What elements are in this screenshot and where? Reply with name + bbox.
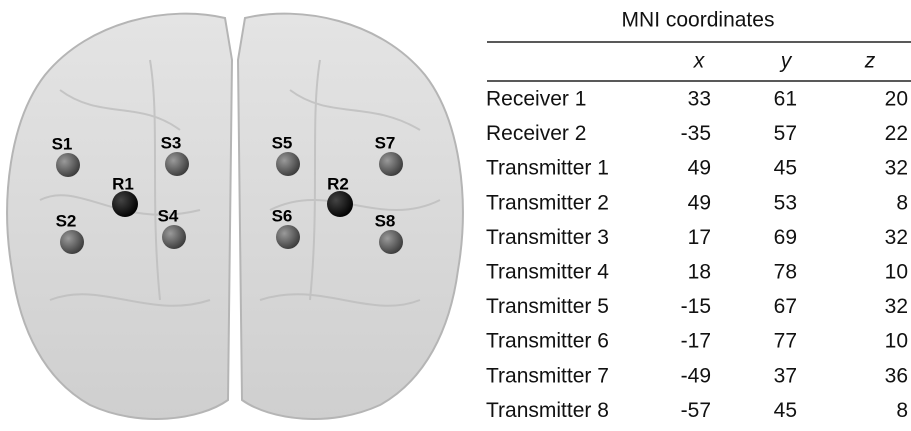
sensor <box>165 152 189 176</box>
sensor <box>379 230 403 254</box>
electrode-label: S7 <box>375 133 396 152</box>
cell: 77 <box>774 330 797 353</box>
column-header: z <box>864 50 876 73</box>
cell: 32 <box>885 157 908 180</box>
cell: 37 <box>774 364 797 387</box>
electrode-label: S2 <box>56 211 77 230</box>
cell: 45 <box>774 157 797 180</box>
cell: -17 <box>681 330 711 353</box>
cell: 78 <box>774 261 797 284</box>
electrode-label: R2 <box>327 174 349 193</box>
electrode-label: S4 <box>158 206 179 225</box>
cell: 18 <box>688 261 711 284</box>
cell: 10 <box>885 330 908 353</box>
electrode-label: S8 <box>375 211 396 230</box>
cell: 67 <box>774 295 797 318</box>
cell: 22 <box>885 122 908 145</box>
cell: 20 <box>885 88 908 111</box>
right-hemisphere <box>236 12 464 420</box>
column-header: x <box>693 50 706 73</box>
sensor <box>276 152 300 176</box>
cell: -15 <box>681 295 711 318</box>
column-header: y <box>779 50 793 73</box>
row-label: Receiver 1 <box>486 88 586 111</box>
row-label: Transmitter 7 <box>486 364 609 387</box>
cell: 10 <box>885 261 908 284</box>
cell: -49 <box>681 364 711 387</box>
cell: 8 <box>896 191 908 214</box>
electrode-label: S1 <box>52 134 73 153</box>
cell: 69 <box>774 226 797 249</box>
brain <box>6 12 464 420</box>
electrodes: S1 S2 S3 S4 R1 S5 S6 R2 S7 S8 <box>52 133 403 254</box>
row-label: Receiver 2 <box>486 122 586 145</box>
cell: 36 <box>885 364 908 387</box>
cell: 8 <box>896 399 908 422</box>
cell: 61 <box>774 88 797 111</box>
sulci <box>39 59 441 307</box>
sensor <box>379 152 403 176</box>
sensor <box>60 230 84 254</box>
sensor <box>56 153 80 177</box>
row-label: Transmitter 2 <box>486 191 609 214</box>
cell: 49 <box>688 157 711 180</box>
electrode-label: S3 <box>161 133 182 152</box>
electrode-label: R1 <box>112 174 134 193</box>
row-label: Transmitter 3 <box>486 226 609 249</box>
row-label: Transmitter 5 <box>486 295 609 318</box>
cell: 53 <box>774 191 797 214</box>
table-title: MNI coordinates <box>622 9 775 32</box>
row-label: Transmitter 1 <box>486 157 609 180</box>
receiver <box>327 191 353 217</box>
row-label: Transmitter 8 <box>486 399 609 422</box>
electrode-label: S5 <box>272 133 293 152</box>
cell: 57 <box>774 122 797 145</box>
receiver <box>112 191 138 217</box>
cell: 45 <box>774 399 797 422</box>
cell: 49 <box>688 191 711 214</box>
sensor <box>276 225 300 249</box>
electrode-label: S6 <box>272 206 293 225</box>
row-label: Transmitter 6 <box>486 330 609 353</box>
cell: 17 <box>688 226 711 249</box>
cell: -57 <box>681 399 711 422</box>
left-hemisphere <box>6 12 234 420</box>
cell: -35 <box>681 122 711 145</box>
cell: 33 <box>688 88 711 111</box>
cell: 32 <box>885 226 908 249</box>
row-label: Transmitter 4 <box>486 261 609 284</box>
coordinates-table: MNI coordinates x y z Receiver 1 33 61 20 Receiv… <box>486 9 911 422</box>
sensor <box>162 225 186 249</box>
cell: 32 <box>885 295 908 318</box>
